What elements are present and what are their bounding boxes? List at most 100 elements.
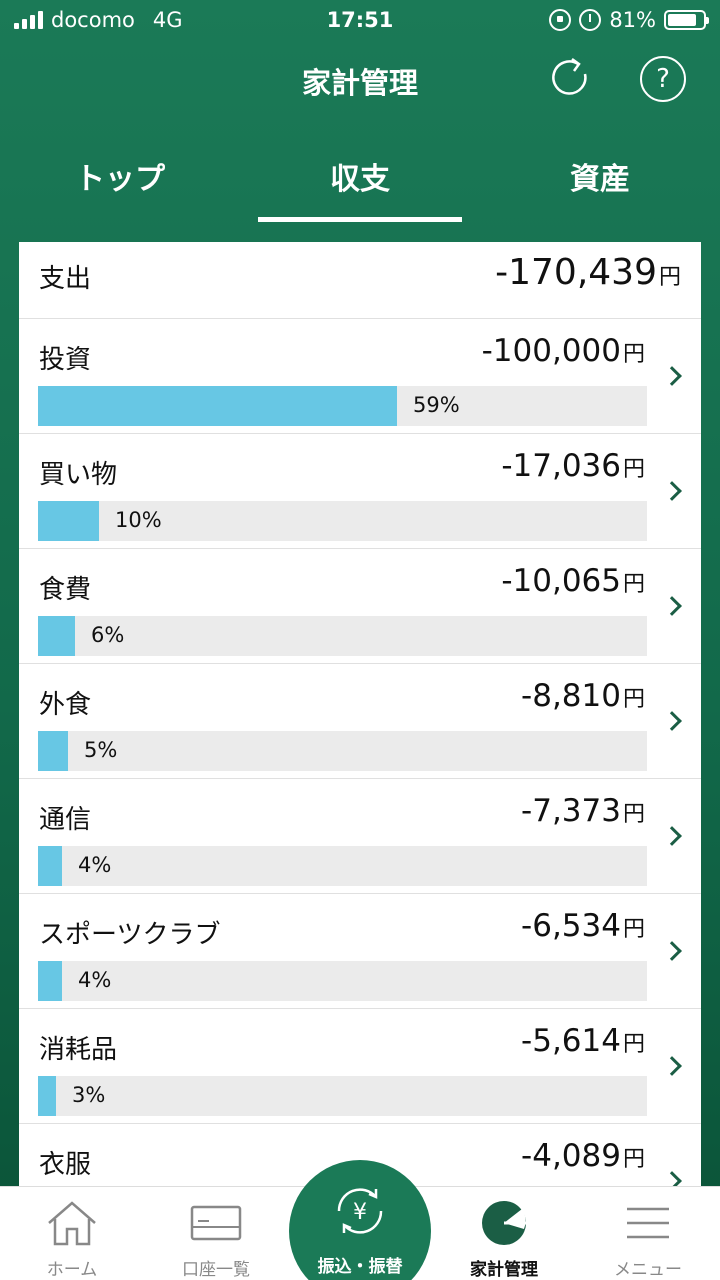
- category-bar-fill: [38, 616, 75, 656]
- category-amount-value: -7,373: [521, 793, 621, 829]
- tab-income-expense[interactable]: 収支: [240, 140, 480, 222]
- currency-label: 円: [622, 1147, 645, 1172]
- currency-label: 円: [622, 457, 645, 482]
- status-time: 17:51: [326, 8, 394, 32]
- category-name: 食費: [39, 575, 92, 605]
- battery-percent: 81%: [609, 8, 656, 32]
- category-name: 買い物: [39, 460, 118, 490]
- category-list: 投資 -100,000円 59% 買い物 -17,036円 10% 食費 -10,065円 6%…: [19, 319, 701, 1202]
- category-bar-fill: [38, 386, 397, 426]
- segment-tabs: トップ 収支 資産: [0, 140, 720, 222]
- battery-fill: [668, 14, 696, 26]
- category-name: 通信: [39, 805, 92, 835]
- category-percent: 3%: [72, 1083, 106, 1107]
- pie-chart-icon: [482, 1201, 526, 1245]
- category-bar-fill: [38, 1076, 56, 1116]
- carrier-label: docomo: [51, 8, 135, 32]
- category-amount-value: -6,534: [521, 908, 621, 944]
- category-percent: 5%: [84, 738, 118, 762]
- chevron-right-icon: [662, 366, 682, 386]
- category-percent: 4%: [78, 853, 112, 877]
- category-amount: -10,065円: [501, 563, 645, 599]
- network-label: 4G: [152, 8, 183, 32]
- currency-label: 円: [622, 572, 645, 597]
- category-row[interactable]: 外食 -8,810円 5%: [19, 664, 701, 779]
- category-amount: -4,089円: [521, 1138, 645, 1174]
- tabbar-home-label: ホーム: [46, 1260, 98, 1280]
- tabbar-accounts-label: 口座一覧: [182, 1260, 250, 1280]
- category-name: スポーツクラブ: [39, 920, 221, 950]
- chevron-right-icon: [662, 596, 682, 616]
- category-percent: 59%: [413, 393, 460, 417]
- category-amount: -5,614円: [521, 1023, 645, 1059]
- category-amount-value: -8,810: [521, 678, 621, 714]
- category-percent: 6%: [91, 623, 125, 647]
- transfer-button-label: 振込・振替: [317, 1257, 403, 1277]
- category-row[interactable]: 投資 -100,000円 59%: [19, 319, 701, 434]
- category-row[interactable]: スポーツクラブ -6,534円 4%: [19, 894, 701, 1009]
- expense-total-value: -170,439: [495, 252, 657, 293]
- currency-label: 円: [622, 917, 645, 942]
- chevron-right-icon: [662, 1056, 682, 1076]
- home-icon: [48, 1201, 96, 1246]
- category-bar-track: 6%: [38, 616, 647, 656]
- category-row[interactable]: 通信 -7,373円 4%: [19, 779, 701, 894]
- category-bar-track: 5%: [38, 731, 647, 771]
- category-name: 衣服: [39, 1150, 92, 1180]
- page-title: 家計管理: [301, 66, 418, 100]
- status-left: docomo 4G: [14, 8, 183, 32]
- category-bar-track: 59%: [38, 386, 647, 426]
- menu-icon: [627, 1207, 669, 1239]
- alarm-icon: [579, 9, 602, 31]
- tabbar-accounts[interactable]: 口座一覧: [144, 1187, 288, 1280]
- transfer-button[interactable]: ¥ 振込・振替: [289, 1160, 431, 1280]
- category-amount-value: -4,089: [521, 1138, 621, 1174]
- currency-label: 円: [658, 265, 681, 290]
- category-amount: -100,000円: [482, 333, 645, 369]
- chevron-right-icon: [662, 711, 682, 731]
- category-amount-value: -17,036: [501, 448, 621, 484]
- tab-assets[interactable]: 資産: [570, 162, 630, 197]
- tabbar-budget[interactable]: 家計管理: [432, 1187, 576, 1280]
- category-percent: 4%: [78, 968, 112, 992]
- category-amount-value: -10,065: [501, 563, 621, 599]
- category-row[interactable]: 食費 -10,065円 6%: [19, 549, 701, 664]
- battery-icon: [664, 10, 709, 30]
- category-name: 外食: [39, 690, 92, 720]
- currency-label: 円: [622, 687, 645, 712]
- currency-label: 円: [622, 1032, 645, 1057]
- category-amount: -6,534円: [521, 908, 645, 944]
- status-right: 81%: [549, 8, 709, 32]
- category-row[interactable]: 消耗品 -5,614円 3%: [19, 1009, 701, 1124]
- expense-total-label: 支出: [39, 264, 92, 294]
- category-amount-value: -5,614: [521, 1023, 621, 1059]
- category-row[interactable]: 買い物 -17,036円 10%: [19, 434, 701, 549]
- category-bar-track: 4%: [38, 961, 647, 1001]
- currency-label: 円: [622, 802, 645, 827]
- refresh-icon[interactable]: [548, 56, 594, 102]
- help-icon[interactable]: ?: [640, 56, 686, 102]
- tabbar-menu-label: メニュー: [614, 1260, 682, 1280]
- category-name: 投資: [39, 345, 92, 375]
- nav-bar: 家計管理 ?: [0, 40, 720, 120]
- card-icon: [190, 1205, 242, 1241]
- category-bar-track: 4%: [38, 846, 647, 886]
- expense-card: 支出 -170,439円 投資 -100,000円 59% 買い物 -17,036円 10…: [19, 242, 701, 1202]
- tab-top[interactable]: トップ: [75, 162, 165, 197]
- rotation-lock-icon: [549, 9, 572, 31]
- category-bar-track: 10%: [38, 501, 647, 541]
- signal-icon: [14, 11, 43, 29]
- category-amount: -17,036円: [501, 448, 645, 484]
- category-bar-fill: [38, 961, 62, 1001]
- category-bar-fill: [38, 731, 68, 771]
- category-amount-value: -100,000: [481, 333, 621, 369]
- chevron-right-icon: [662, 481, 682, 501]
- yen-transfer-icon: ¥: [337, 1188, 383, 1234]
- tabbar-menu[interactable]: メニュー: [576, 1187, 720, 1280]
- category-bar-fill: [38, 501, 99, 541]
- expense-total-row: 支出 -170,439円: [19, 242, 701, 319]
- chevron-right-icon: [662, 826, 682, 846]
- tabbar-home[interactable]: ホーム: [0, 1187, 144, 1280]
- tabbar-budget-label: 家計管理: [470, 1260, 538, 1280]
- status-bar: docomo 4G 17:51 81%: [0, 0, 720, 40]
